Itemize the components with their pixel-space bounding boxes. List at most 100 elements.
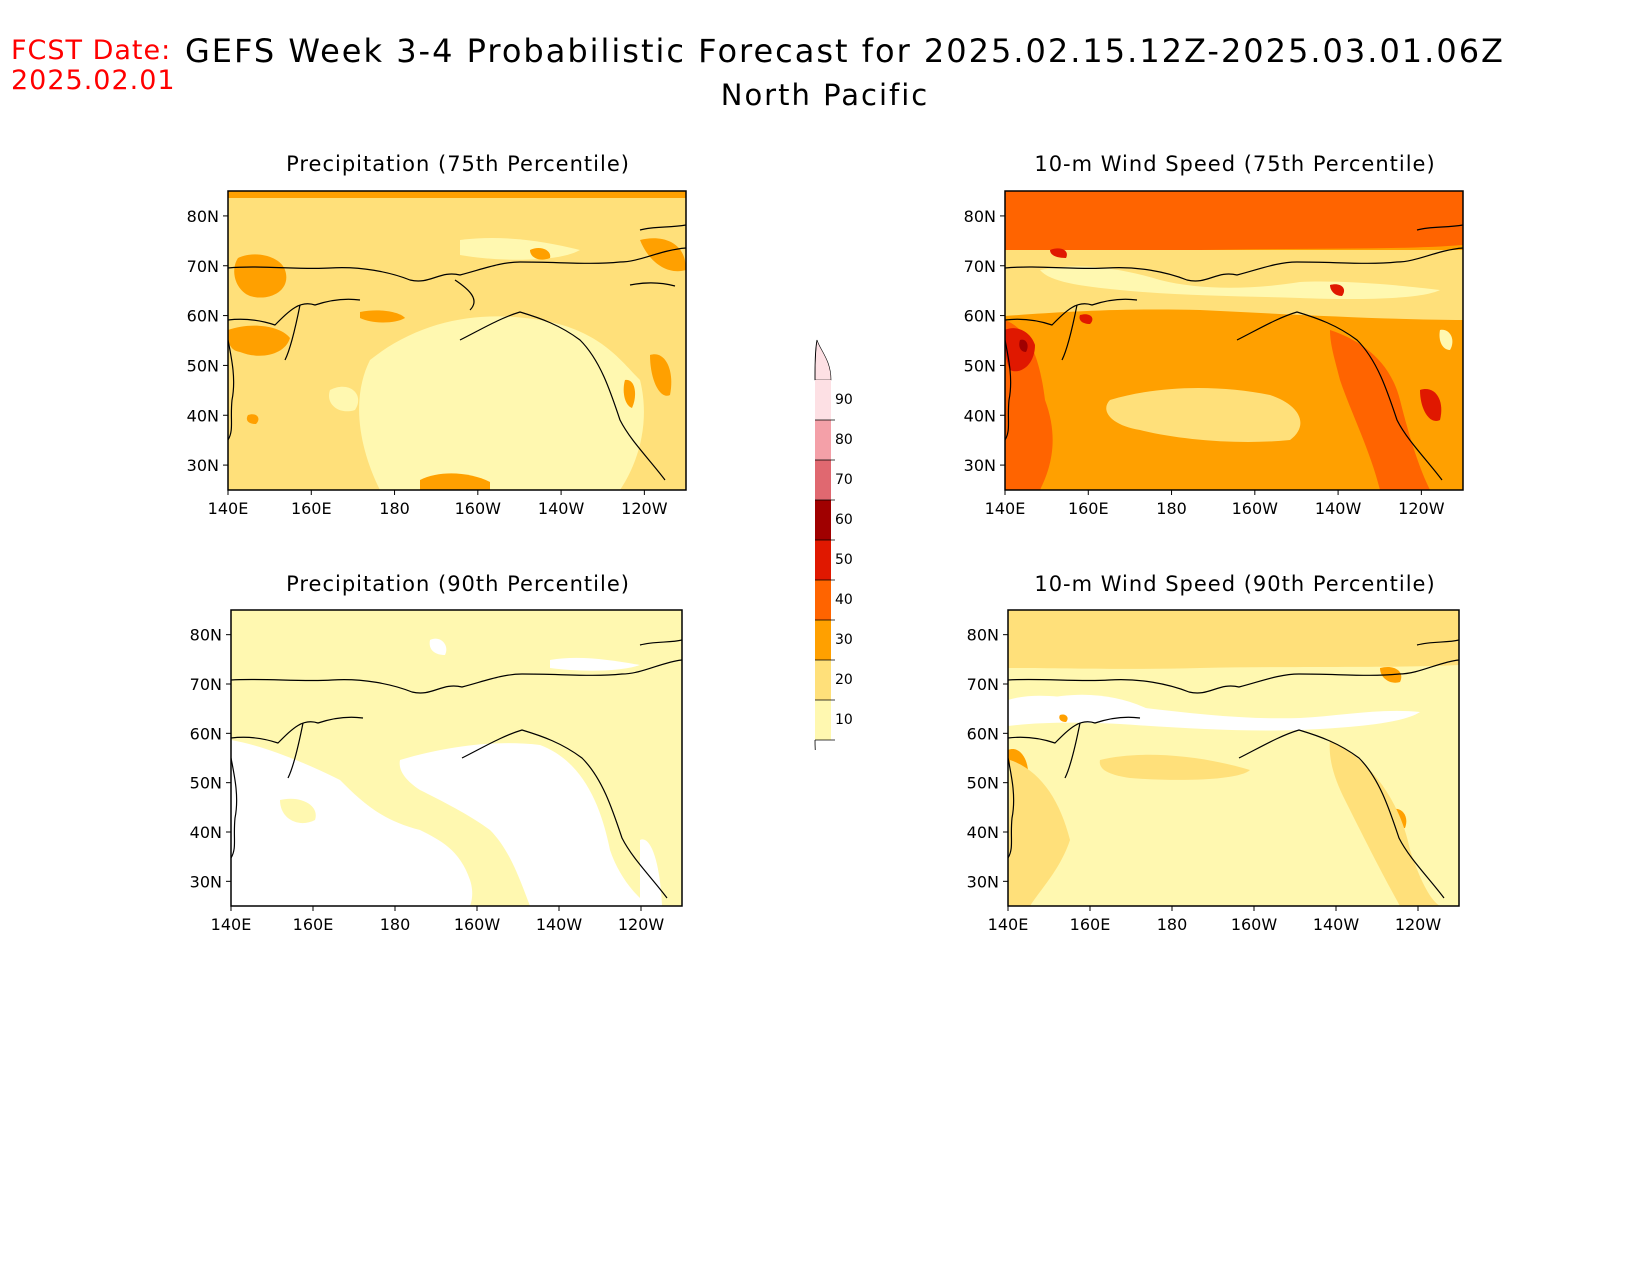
colorbar-box [815,620,831,660]
lon-tick-label: 160E [291,499,332,518]
contour-50-60 [1005,328,1035,372]
lon-tick-label: 120W [618,915,665,934]
lon-tick-label: 180 [1157,915,1188,934]
contour-30-40 [360,310,405,323]
lat-tick-label: 40N [964,406,996,425]
contour-below-10 [399,743,650,906]
contour-20-30 [1106,388,1301,442]
lat-tick-label: 50N [187,356,219,375]
lat-tick-label: 30N [967,872,999,891]
panel-title: 10-m Wind Speed (90th Percentile) [1034,572,1436,596]
forecast-date: FCST Date: 2025.02.01 [11,36,176,96]
contour-below-10 [231,740,473,906]
coastline [228,224,686,481]
lon-tick-label: 160E [293,915,334,934]
contour-below-10 [429,638,447,655]
contour-below-10 [1040,694,1150,715]
lon-tick-label: 120W [621,499,668,518]
colorbar-box [815,500,831,540]
contour-10-20 [359,316,644,490]
colorbar-box [815,700,831,740]
contour-40-50 [1005,191,1463,251]
lat-tick-label: 60N [967,724,999,743]
colorbar-box [815,420,831,460]
colorbar-label: 10 [835,712,853,728]
lon-tick-label: 180 [1156,499,1187,518]
colorbar-boxes [814,339,832,750]
lon-tick-label: 160E [1068,499,1109,518]
contour-50-60 [1330,284,1345,296]
colorbar-box [815,380,831,420]
lon-tick-label: 140W [1313,915,1360,934]
colorbar-label: 30 [835,632,853,648]
contour-10-20 [280,798,316,824]
contour-50-60 [1050,248,1067,258]
colorbar-box [815,460,831,500]
axis-ticks: 140E 160E 180 160W 140W 120W 80N 70N 60N 50N 40N 30… [964,207,1445,518]
lon-tick-label: 140E [208,499,249,518]
lat-tick-label: 80N [190,626,222,645]
lat-tick-label: 60N [964,307,996,326]
lat-tick-label: 30N [190,872,222,891]
contour-below-10 [550,657,640,671]
contour-60-70 [1019,339,1028,352]
contour-50-60 [1079,314,1093,324]
contour-20-30 [1329,740,1440,906]
lat-tick-label: 70N [187,257,219,276]
forecast-date-label: FCST Date: [11,35,172,66]
contour-20-30 [1008,610,1459,669]
contour-30-40 [246,414,259,424]
contour-10-20 [329,386,359,412]
page-title: GEFS Week 3-4 Probabilistic Forecast for… [185,32,1505,70]
map-frame [227,190,687,491]
contour-30-40 [228,325,290,356]
colorbar-top-arrow [814,339,832,381]
contour-50-60 [1420,389,1442,421]
lon-tick-label: 120W [1395,915,1442,934]
lon-tick-label: 160E [1070,915,1111,934]
lon-tick-label: 140W [1315,499,1362,518]
axis-ticks: 140E 160E 180 160W 140W 120W 80N 70N 60N 50N 40N 30… [187,207,668,518]
lon-tick-label: 180 [379,499,410,518]
lat-tick-label: 40N [187,406,219,425]
colorbar-label: 70 [835,472,853,488]
contour-below-10 [640,839,662,906]
colorbar-label: 80 [835,432,853,448]
lat-tick-label: 30N [964,456,996,475]
colorbar-box [815,540,831,580]
coastline [1008,639,1459,899]
colorbar-label: 40 [835,592,853,608]
lon-tick-label: 160W [454,915,501,934]
contour-30-40 [530,247,551,260]
panel-title: Precipitation (75th Percentile) [286,152,630,176]
contour-20-30 [1099,754,1250,780]
lat-tick-label: 70N [964,257,996,276]
contour-10-20 [460,238,580,260]
lat-tick-label: 60N [187,307,219,326]
contour-10-20 [1439,329,1453,350]
panel-title: 10-m Wind Speed (75th Percentile) [1034,152,1436,176]
lat-tick-label: 70N [967,675,999,694]
lon-tick-label: 120W [1398,499,1445,518]
map-frame [1007,609,1460,907]
contour-30-40 [1059,714,1068,722]
coastline [231,639,682,899]
contour-30-40 [420,473,490,490]
lat-tick-label: 50N [964,356,996,375]
colorbar-box [815,660,831,700]
lat-tick-label: 80N [187,207,219,226]
contour-30-40 [650,354,672,396]
lon-tick-label: 140E [988,915,1029,934]
contour-30-40 [228,191,686,198]
colorbar-edge [814,339,818,381]
lon-tick-label: 140W [538,499,585,518]
coastline [1005,224,1463,481]
axis-ticks: 140E 160E 180 160W 140W 120W 80N 70N 60N 50N 40N 30… [967,626,1442,934]
lat-tick-label: 80N [967,626,999,645]
lon-tick-label: 160W [1231,915,1278,934]
colorbar-labels: 90 80 70 60 50 40 30 20 10 [815,392,853,741]
lat-tick-label: 80N [964,207,996,226]
map-frame [230,609,683,907]
